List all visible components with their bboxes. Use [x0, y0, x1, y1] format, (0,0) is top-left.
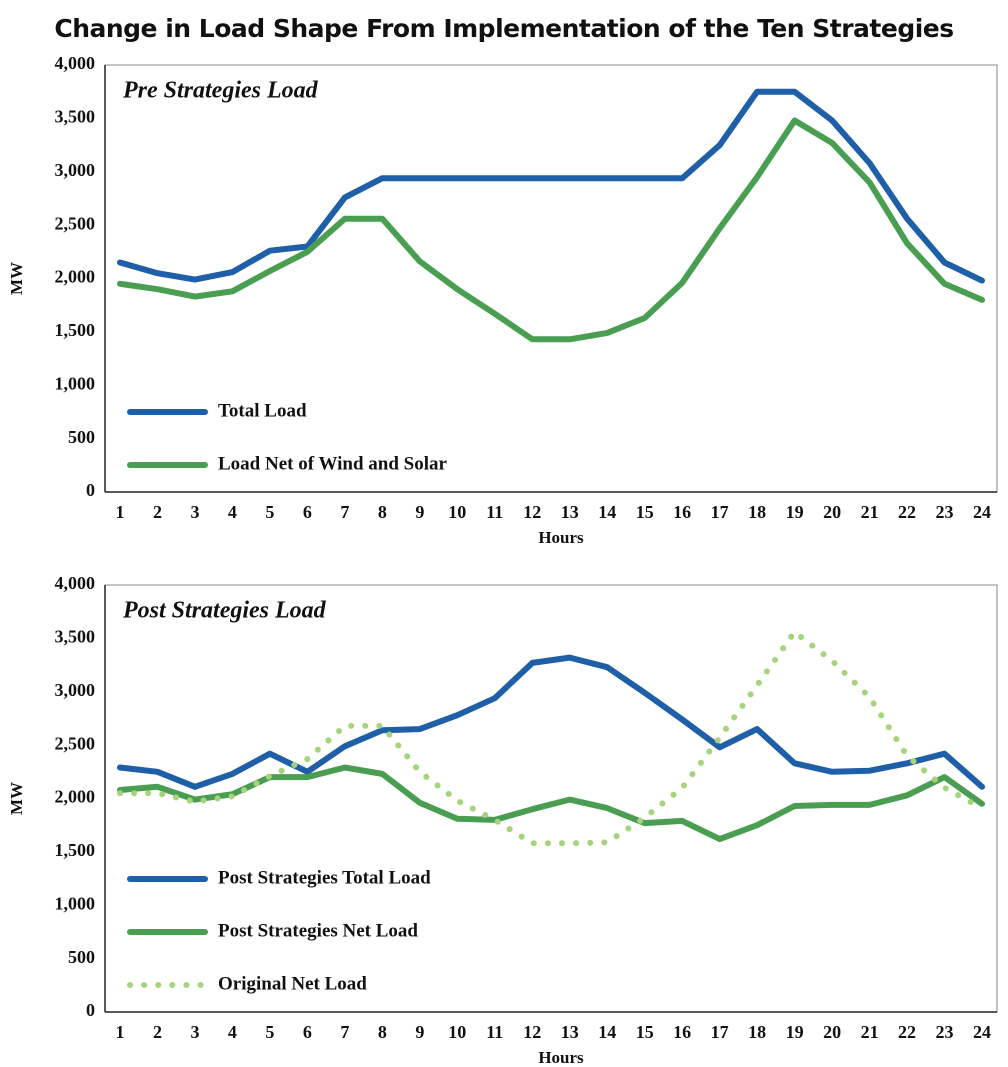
x-tick-label: 12: [523, 1022, 541, 1042]
plot-area: [104, 584, 998, 1013]
x-tick-label: 24: [973, 502, 991, 522]
y-tick-label: 4,000: [55, 573, 96, 593]
line-series: [117, 629, 985, 847]
legend-label: Original Net Load: [218, 973, 367, 994]
x-tick-label: 4: [228, 502, 237, 522]
line-series: [117, 117, 985, 343]
x-tick-label: 10: [448, 502, 466, 522]
x-tick-label: 21: [861, 1022, 879, 1042]
x-tick-label: 18: [748, 502, 766, 522]
y-tick-label: 1,500: [55, 320, 96, 340]
x-tick-label: 9: [415, 502, 424, 522]
x-tick-label: 15: [636, 502, 654, 522]
x-tick-label: 8: [378, 502, 387, 522]
y-tick-label: 3,500: [55, 627, 96, 647]
x-tick-label: 11: [486, 502, 503, 522]
y-tick-label: 1,000: [55, 893, 96, 913]
legend-label: Post Strategies Total Load: [218, 867, 431, 888]
x-tick-label: 23: [936, 502, 954, 522]
x-tick-label: 24: [973, 1022, 991, 1042]
y-tick-label: 0: [86, 480, 95, 500]
x-tick-label: 3: [190, 502, 199, 522]
x-tick-label: 1: [115, 1022, 124, 1042]
x-tick-label: 13: [561, 502, 579, 522]
y-tick-label: 1,000: [55, 373, 96, 393]
legend-label: Post Strategies Net Load: [218, 920, 418, 941]
x-tick-label: 21: [861, 502, 879, 522]
x-tick-label: 12: [523, 502, 541, 522]
y-tick-label: 1,500: [55, 840, 96, 860]
y-tick-label: 3,500: [55, 107, 96, 127]
x-tick-label: 20: [823, 1022, 841, 1042]
x-tick-label: 19: [786, 502, 804, 522]
x-tick-label: 13: [561, 1022, 579, 1042]
y-tick-label: 2,500: [55, 733, 96, 753]
x-tick-label: 10: [448, 1022, 466, 1042]
x-tick-label: 5: [265, 1022, 274, 1042]
legend-label: Load Net of Wind and Solar: [218, 453, 448, 474]
y-tick-label: 500: [68, 947, 95, 967]
y-tick-label: 500: [68, 427, 95, 447]
x-tick-label: 5: [265, 502, 274, 522]
x-tick-label: 6: [303, 1022, 312, 1042]
x-tick-label: 7: [340, 502, 349, 522]
x-tick-label: 6: [303, 502, 312, 522]
y-tick-label: 3,000: [55, 160, 96, 180]
x-tick-label: 1: [115, 502, 124, 522]
x-tick-label: 17: [711, 502, 729, 522]
plot-area: [104, 64, 998, 493]
figure-title: Change in Load Shape From Implementation…: [54, 14, 953, 43]
y-tick-label: 2,500: [55, 213, 96, 233]
x-tick-label: 8: [378, 1022, 387, 1042]
x-tick-label: 17: [711, 1022, 729, 1042]
x-tick-label: 14: [598, 1022, 616, 1042]
legend-label: Total Load: [218, 400, 307, 421]
x-tick-label: 19: [786, 1022, 804, 1042]
x-tick-label: 11: [486, 1022, 503, 1042]
x-tick-label: 20: [823, 502, 841, 522]
y-tick-label: 4,000: [55, 53, 96, 73]
x-tick-label: 23: [936, 1022, 954, 1042]
y-axis-label: MW: [7, 262, 26, 295]
y-tick-label: 3,000: [55, 680, 96, 700]
y-tick-label: 0: [86, 1000, 95, 1020]
x-tick-label: 4: [228, 1022, 237, 1042]
x-axis-label: Hours: [538, 1048, 584, 1067]
x-tick-label: 2: [153, 502, 162, 522]
x-axis-label: Hours: [538, 528, 584, 547]
y-axis-label: MW: [7, 782, 26, 815]
x-tick-label: 2: [153, 1022, 162, 1042]
line-series: [117, 88, 985, 284]
line-series: [117, 764, 985, 843]
x-tick-label: 18: [748, 1022, 766, 1042]
x-tick-label: 22: [898, 1022, 916, 1042]
x-tick-label: 16: [673, 1022, 691, 1042]
x-tick-label: 14: [598, 502, 616, 522]
x-tick-label: 22: [898, 502, 916, 522]
x-tick-label: 7: [340, 1022, 349, 1042]
y-tick-label: 2,000: [55, 267, 96, 287]
chart-title: Post Strategies Load: [122, 598, 327, 624]
y-tick-label: 2,000: [55, 787, 96, 807]
x-tick-label: 3: [190, 1022, 199, 1042]
x-tick-label: 16: [673, 502, 691, 522]
x-tick-label: 9: [415, 1022, 424, 1042]
line-series: [117, 654, 985, 790]
chart-title: Pre Strategies Load: [122, 78, 319, 104]
x-tick-label: 15: [636, 1022, 654, 1042]
